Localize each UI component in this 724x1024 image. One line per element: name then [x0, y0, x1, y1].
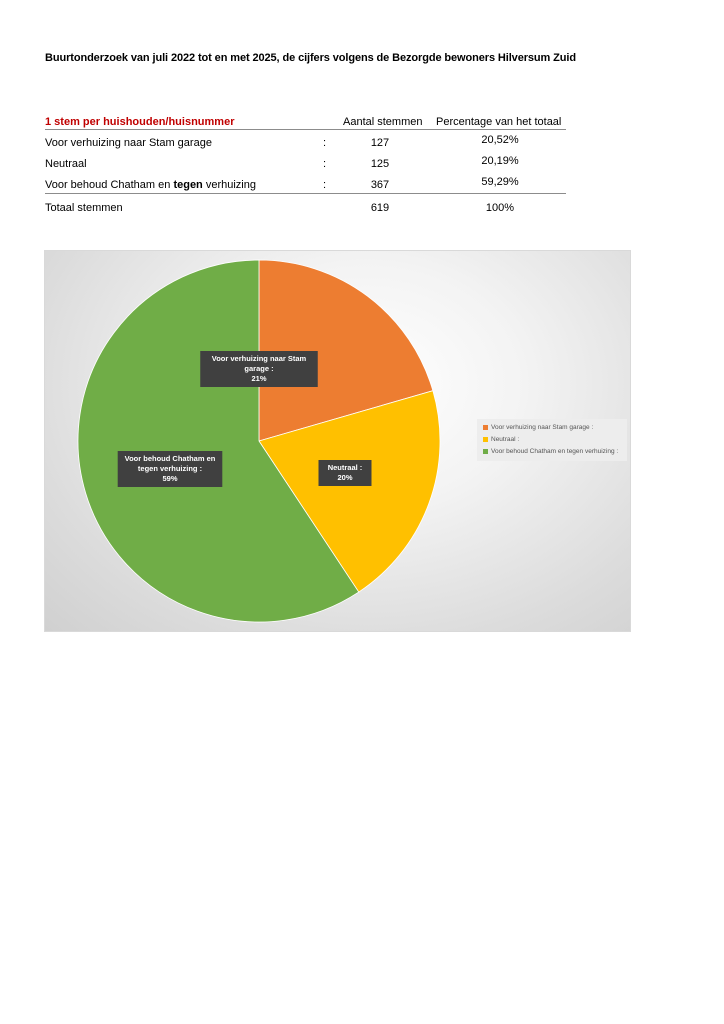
- pie-slice: [258, 390, 441, 593]
- row-colon: :: [323, 158, 327, 170]
- total-label: Totaal stemmen: [45, 202, 123, 214]
- data-label-text: Voor behoud Chatham en: [125, 454, 216, 463]
- row-colon: :: [323, 179, 327, 191]
- total-divider: [45, 193, 566, 194]
- pie-slice: [77, 259, 360, 623]
- legend-swatch: [483, 424, 488, 430]
- data-label-text: 20%: [337, 473, 352, 482]
- legend-item: Voor verhuizing naar Stam garage :: [483, 424, 593, 431]
- table-header-label: 1 stem per huishouden/huisnummer: [45, 116, 235, 128]
- pie-slice: [258, 259, 434, 442]
- row-percent: 20,52%: [481, 134, 519, 146]
- legend-item: Voor behoud Chatham en tegen verhuizing …: [483, 448, 618, 455]
- row-votes: 125: [370, 158, 390, 170]
- legend-label: Voor behoud Chatham en tegen verhuizing …: [491, 448, 619, 455]
- row-label: Voor verhuizing naar Stam garage: [45, 137, 212, 149]
- legend-item: Neutraal :: [483, 436, 519, 443]
- total-percent: 100%: [485, 202, 515, 214]
- data-label-text: 21%: [251, 374, 266, 383]
- pie-chart: Voor verhuizing naar Stam garage :21% Neut…: [44, 250, 631, 632]
- data-label-box: [318, 460, 372, 486]
- column-header-votes: Aantal stemmen: [343, 116, 423, 128]
- chart-legend: Voor verhuizing naar Stam garage : Neutra…: [477, 419, 627, 461]
- row-colon: :: [323, 137, 327, 149]
- data-label-text: garage :: [244, 364, 273, 373]
- data-label-box: [200, 351, 318, 387]
- data-label-text: Neutraal :: [328, 463, 363, 472]
- row-label: Neutraal: [45, 158, 87, 170]
- data-label-box: [117, 451, 223, 487]
- legend-label: Neutraal :: [491, 436, 520, 443]
- column-header-percent: Percentage van het totaal: [436, 116, 562, 128]
- row-votes: 127: [370, 137, 390, 149]
- row-votes: 367: [370, 179, 390, 191]
- data-label-text: 59%: [162, 474, 177, 483]
- data-label: Neutraal :20%: [318, 460, 372, 486]
- row-percent: 59,29%: [481, 176, 519, 188]
- legend-swatch: [483, 448, 488, 454]
- data-label-text: tegen verhuizing :: [138, 464, 202, 473]
- legend-swatch: [483, 436, 488, 442]
- data-label-text: Voor verhuizing naar Stam: [212, 354, 307, 363]
- legend-label: Voor verhuizing naar Stam garage :: [491, 424, 594, 431]
- row-percent: 20,19%: [481, 155, 519, 167]
- page-title: Buurtonderzoek van juli 2022 tot en met …: [45, 52, 576, 64]
- header-divider: [45, 129, 566, 130]
- total-votes: 619: [370, 202, 390, 214]
- row-label: Voor behoud Chatham en tegen verhuizing: [45, 179, 256, 191]
